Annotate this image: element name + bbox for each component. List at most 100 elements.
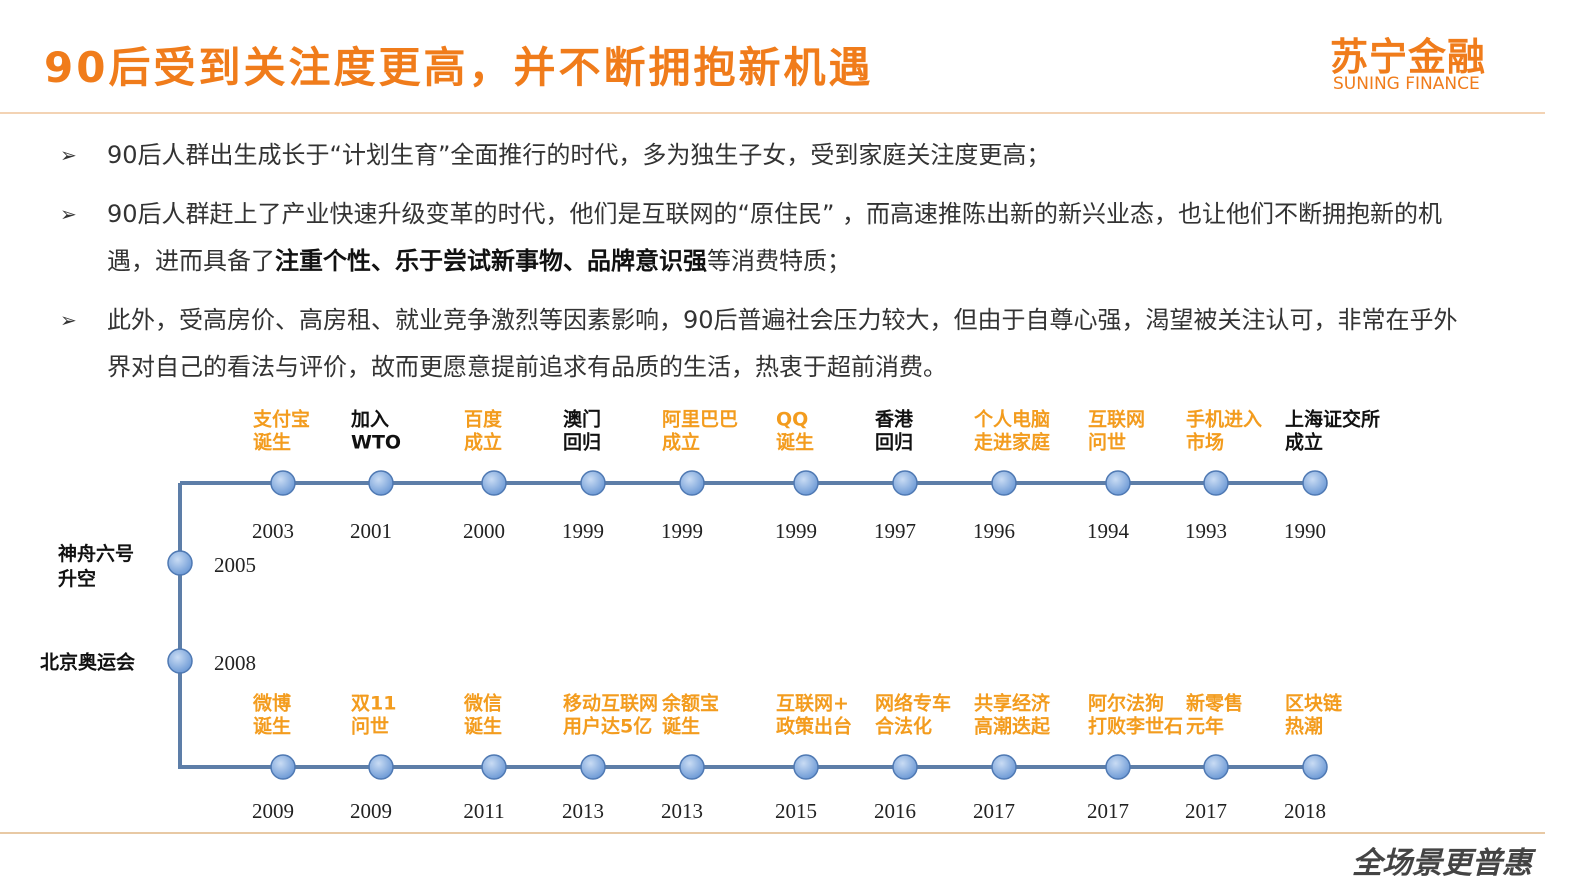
event-label: 打败李世石 xyxy=(1088,715,1183,738)
timeline-node xyxy=(1203,470,1229,496)
divider xyxy=(0,832,1545,834)
event-label: 区块链 xyxy=(1285,692,1342,715)
event-label: 香港 xyxy=(874,409,914,431)
event-label: 走进家庭 xyxy=(974,431,1050,454)
event-label: 市场 xyxy=(1186,431,1224,454)
event-year: 2013 xyxy=(661,799,703,823)
event-label: 支付宝 xyxy=(252,408,310,431)
timeline-node xyxy=(793,470,819,496)
event-year: 1999 xyxy=(775,519,817,543)
event-year: 1999 xyxy=(562,519,604,543)
event-year: 1990 xyxy=(1284,519,1326,543)
event-label: 问世 xyxy=(351,716,389,738)
event-label: 高潮迭起 xyxy=(974,715,1051,738)
bullet: 90后人群出生成长于“计划生育”全面推行的时代，多为独生子女，受到家庭关注度更高… xyxy=(60,132,1480,179)
event-year: 1993 xyxy=(1185,519,1227,543)
timeline-node xyxy=(679,754,705,780)
event-label: 上海证交所 xyxy=(1285,408,1380,431)
event-year: 2017 xyxy=(1087,799,1129,823)
event-year: 2009 xyxy=(252,799,294,823)
event-label: 诞生 xyxy=(776,431,814,454)
timeline-node xyxy=(368,470,394,496)
event-year: 2000 xyxy=(463,519,505,543)
event-label: 新零售 xyxy=(1186,692,1243,715)
event-label: 诞生 xyxy=(464,715,502,738)
event-label: 诞生 xyxy=(662,715,700,738)
event-label: 北京奥运会 xyxy=(40,651,135,674)
event-label: 百度 xyxy=(464,408,503,431)
event-label: 问世 xyxy=(1088,432,1126,454)
event-label: 阿尔法狗 xyxy=(1088,692,1164,715)
event-label: 加入 xyxy=(350,409,389,431)
bullet-text: 90后人群出生成长于“计划生育”全面推行的时代，多为独生子女，受到家庭关注度更高… xyxy=(107,141,1051,169)
event-year: 1996 xyxy=(973,519,1015,543)
event-label: 成立 xyxy=(662,431,700,454)
timeline-node xyxy=(892,470,918,496)
bullet-bold-text: 注重个性、乐于尝试新事物、品牌意识强 xyxy=(275,247,707,275)
timeline-node xyxy=(270,754,296,780)
event-year: 2017 xyxy=(973,799,1015,823)
timeline-node xyxy=(1105,754,1131,780)
logo: 苏宁金融 xyxy=(1330,35,1487,79)
event-label: 余额宝 xyxy=(661,692,719,715)
event-label: 元年 xyxy=(1186,715,1224,738)
slogan: 全场景更普惠 xyxy=(1352,846,1532,881)
event-label: QQ xyxy=(776,409,808,431)
event-label: 互联网 xyxy=(1088,409,1145,431)
event-year: 2009 xyxy=(350,799,392,823)
timeline-node xyxy=(1302,470,1328,496)
event-year: 1999 xyxy=(661,519,703,543)
timeline-node xyxy=(991,754,1017,780)
timeline-node xyxy=(481,754,507,780)
event-year: 2008 xyxy=(214,651,256,675)
event-label: 手机进入 xyxy=(1186,408,1262,431)
event-label: 双11 xyxy=(351,693,396,715)
timeline-node xyxy=(1203,754,1229,780)
event-year: 2018 xyxy=(1284,799,1326,823)
event-label: 成立 xyxy=(1285,431,1323,454)
event-year: 2016 xyxy=(874,799,916,823)
bullet-list: 90后人群出生成长于“计划生育”全面推行的时代，多为独生子女，受到家庭关注度更高… xyxy=(60,132,1480,403)
bullet-text: 90后人群赶上了产业快速升级变革的时代，他们是互联网的“原住民” ，而高速推陈出… xyxy=(107,200,1443,275)
logo-sub: SUNING FINANCE xyxy=(1333,74,1480,94)
timeline-node xyxy=(1105,470,1131,496)
event-label: 澳门 xyxy=(563,408,601,431)
event-label: 成立 xyxy=(464,431,502,454)
event-label: 个人电脑 xyxy=(973,408,1050,431)
event-year: 1994 xyxy=(1087,519,1130,543)
event-label: 升空 xyxy=(58,567,96,590)
timeline-node xyxy=(793,754,819,780)
event-label: 用户达5亿 xyxy=(563,715,652,738)
event-label: 诞生 xyxy=(253,715,291,738)
title: 90后受到关注度更高，并不断拥抱新机遇 xyxy=(44,43,874,92)
event-year: 2011 xyxy=(463,799,504,823)
event-label: 互联网+ xyxy=(776,693,849,715)
timeline-node xyxy=(270,470,296,496)
event-year: 2003 xyxy=(252,519,294,543)
bullet-text: 等消费特质； xyxy=(707,247,851,275)
event-label: 回归 xyxy=(875,431,913,454)
timeline-node xyxy=(679,470,705,496)
event-label: 微博 xyxy=(252,692,291,715)
event-label: 阿里巴巴 xyxy=(662,409,738,431)
event-label: 回归 xyxy=(563,431,601,454)
event-label: 合法化 xyxy=(875,715,932,738)
timeline-node xyxy=(167,648,193,674)
event-year: 2001 xyxy=(350,519,392,543)
timeline-node xyxy=(892,754,918,780)
timeline-node xyxy=(167,550,193,576)
timeline-node xyxy=(1302,754,1328,780)
timeline-node xyxy=(991,470,1017,496)
event-label: 热潮 xyxy=(1285,715,1323,738)
event-label: 网络专车 xyxy=(875,692,951,715)
event-label: 共享经济 xyxy=(974,692,1051,715)
bullet: 90后人群赶上了产业快速升级变革的时代，他们是互联网的“原住民” ，而高速推陈出… xyxy=(60,191,1480,285)
timeline-node xyxy=(368,754,394,780)
event-label: 移动互联网 xyxy=(563,692,658,715)
event-year: 1997 xyxy=(874,519,916,543)
timeline-node xyxy=(580,470,606,496)
event-label: 微信 xyxy=(463,692,502,715)
event-year: 2015 xyxy=(775,799,817,823)
